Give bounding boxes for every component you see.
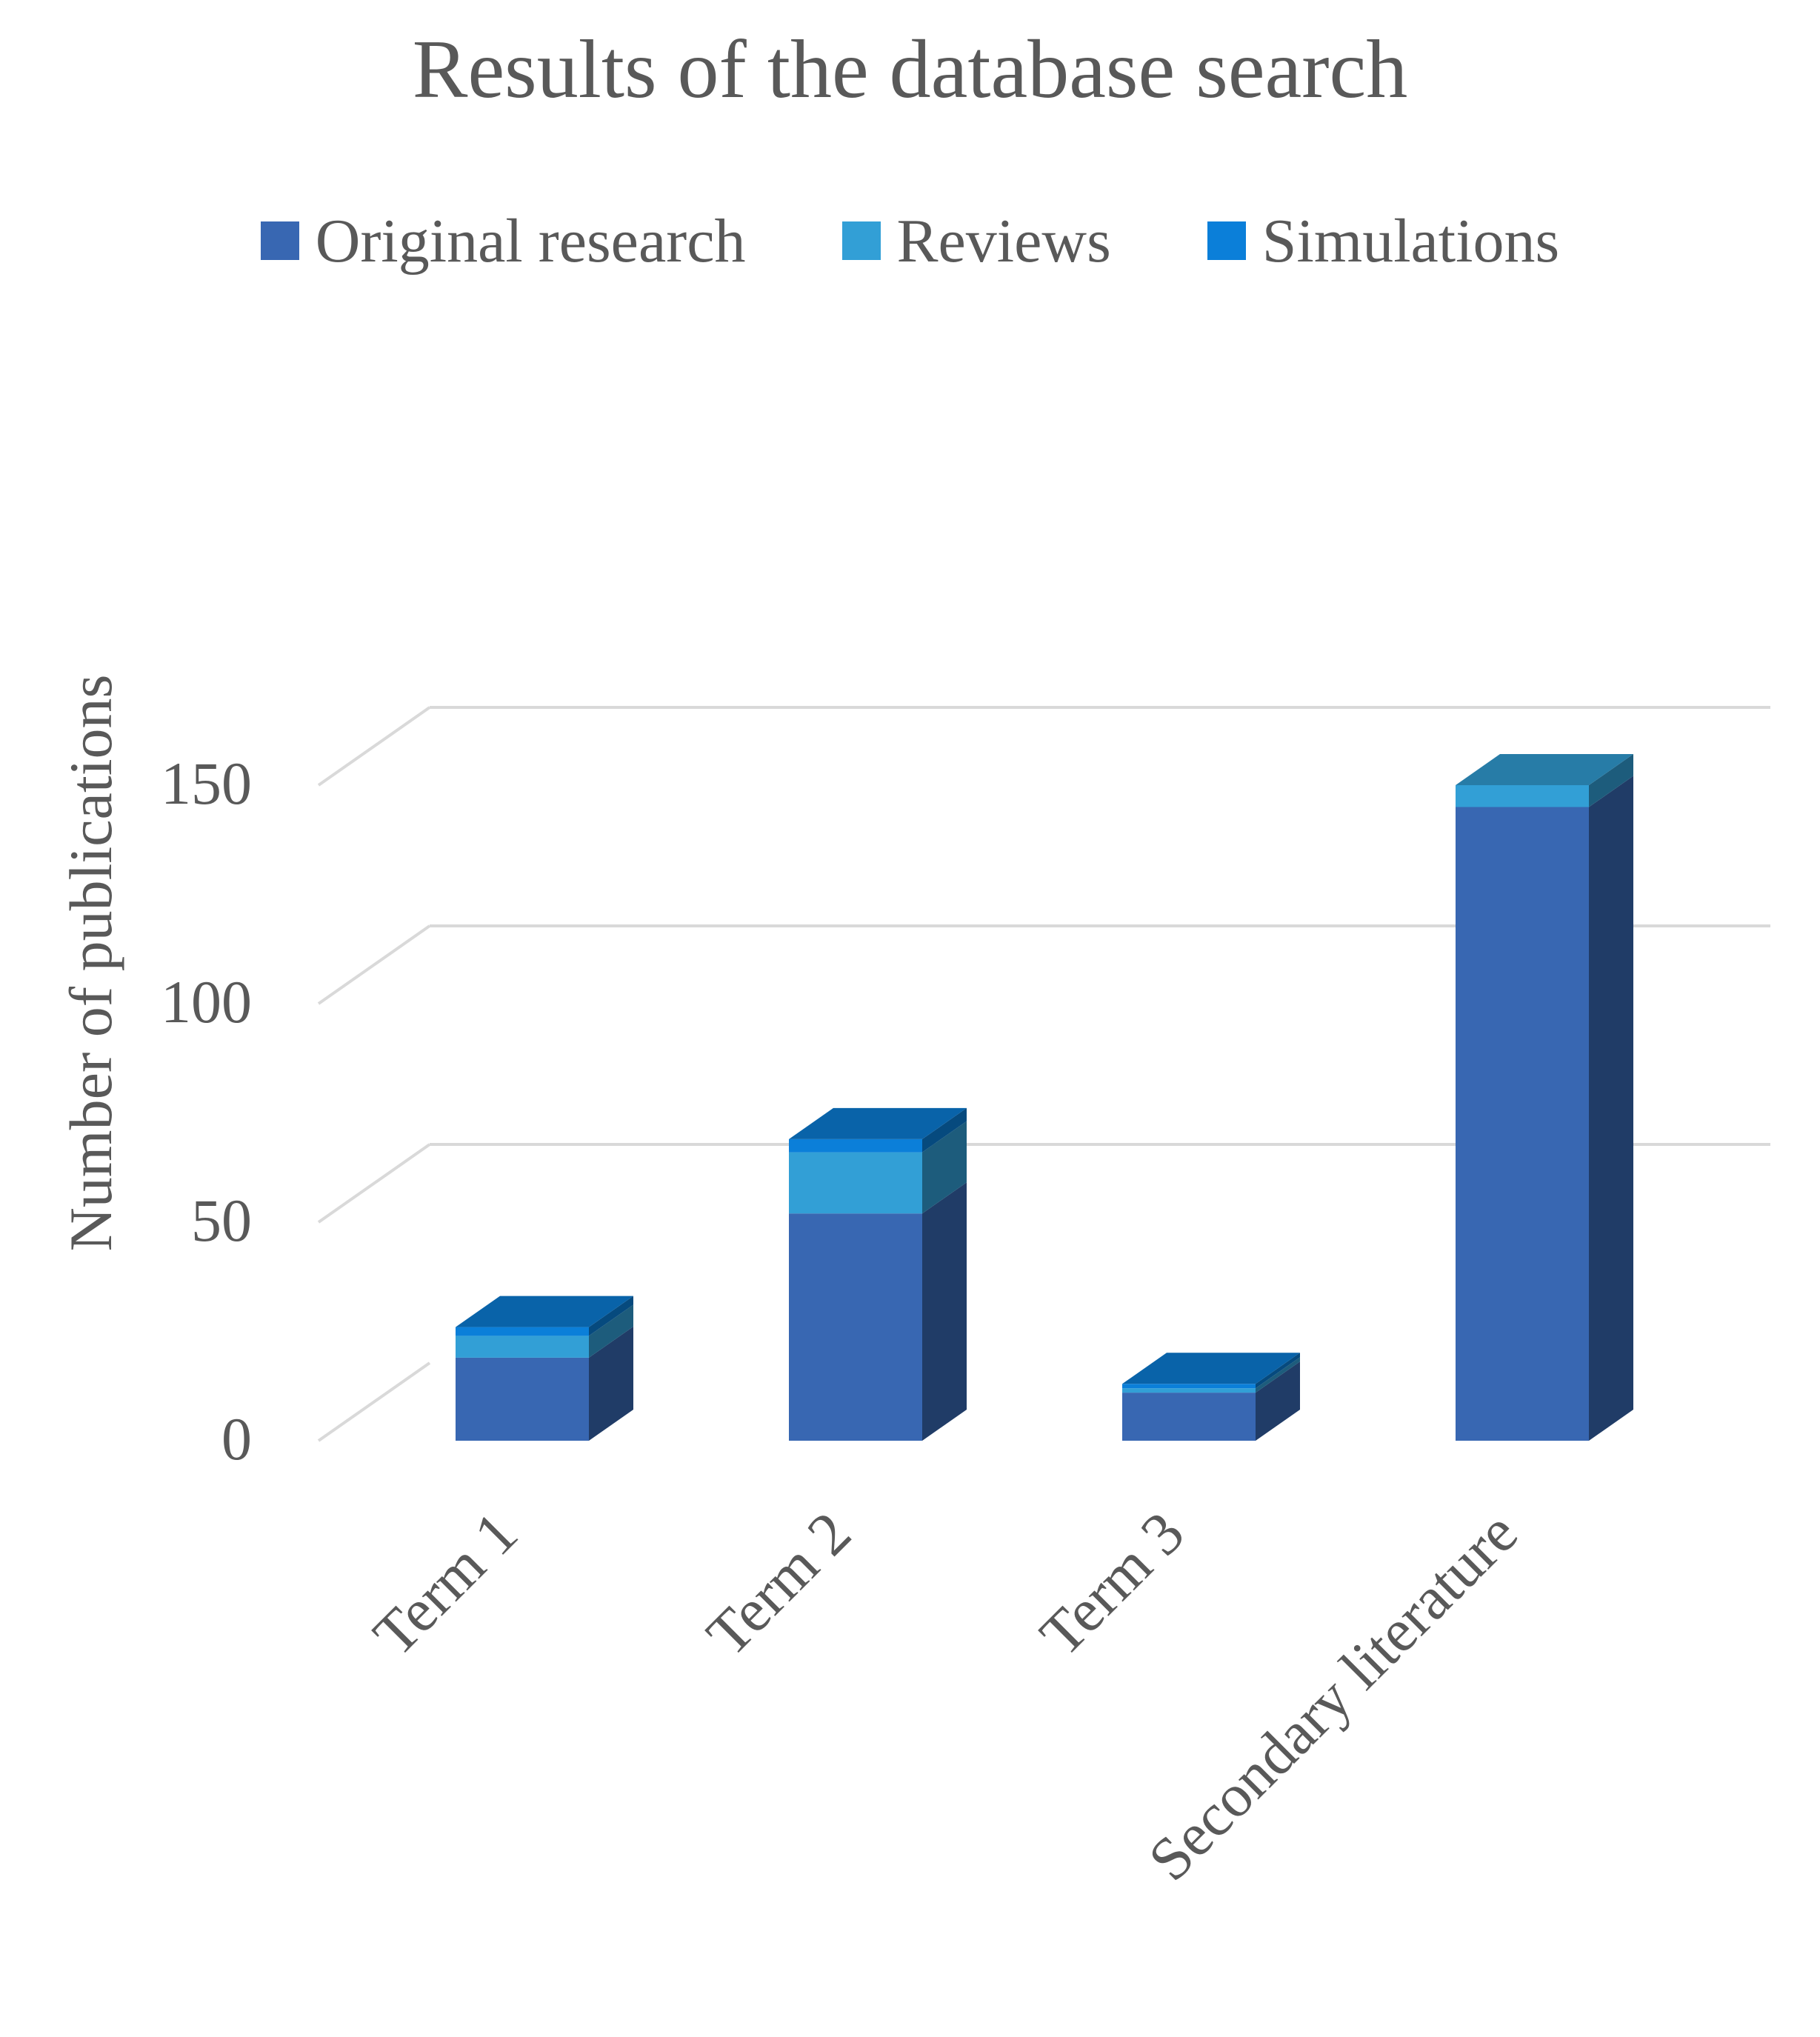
bar-side [1256,1357,1300,1393]
bar-segment [789,1213,922,1441]
bar-side [589,1296,633,1336]
legend-item: Reviews [841,205,1111,277]
bar-segment [456,1336,589,1358]
bar-top [456,1296,633,1327]
bar-segment [1122,1384,1256,1389]
bar-segment [456,1357,589,1441]
legend-item: Original research [260,205,746,277]
legend-label: Simulations [1261,206,1560,276]
legend-label: Original research [315,206,746,276]
gridline [317,1143,431,1224]
x-tick-label: Term 3 [1027,1498,1196,1668]
x-tick-label: Secondary literature [1136,1498,1530,1893]
chart-title: Results of the database search [412,24,1408,116]
gridline [317,924,431,1005]
gridline [317,1361,431,1442]
bar-side [922,1107,967,1153]
bar-top [1122,1353,1300,1384]
bar-side [1256,1353,1300,1389]
y-axis-label: Number of publications [57,675,124,1252]
bar-segment [789,1152,922,1214]
legend-label: Reviews [896,206,1111,276]
bar-segment [1456,807,1589,1441]
bar-top [789,1107,967,1139]
y-tick-label: 0 [221,1405,252,1473]
bar-side [1256,1361,1300,1441]
legend: Original research Reviews Simulations [0,200,1820,281]
legend-item: Simulations [1207,205,1559,277]
y-tick-label: 100 [161,968,252,1036]
bar-side [1589,776,1633,1441]
bar-segment [1456,785,1589,807]
y-tick-label: 150 [161,750,252,817]
bar-side [922,1121,967,1214]
bar-segment [1122,1393,1256,1441]
bar-side [922,1182,967,1441]
bar-segment [1122,1388,1256,1393]
y-tick-label: 50 [191,1187,252,1254]
legend-swatch [841,221,881,260]
bar-segment [789,1138,922,1153]
gridline [317,706,431,787]
bar-side [589,1326,633,1441]
bar-top [1456,754,1633,785]
bar-side [1589,754,1633,807]
legend-swatch [1207,221,1246,260]
bar-segment [456,1327,589,1336]
x-tick-label: Term 2 [693,1498,863,1668]
legend-swatch [260,221,299,260]
bar-side [589,1304,633,1358]
x-tick-label: Term 1 [360,1498,530,1668]
